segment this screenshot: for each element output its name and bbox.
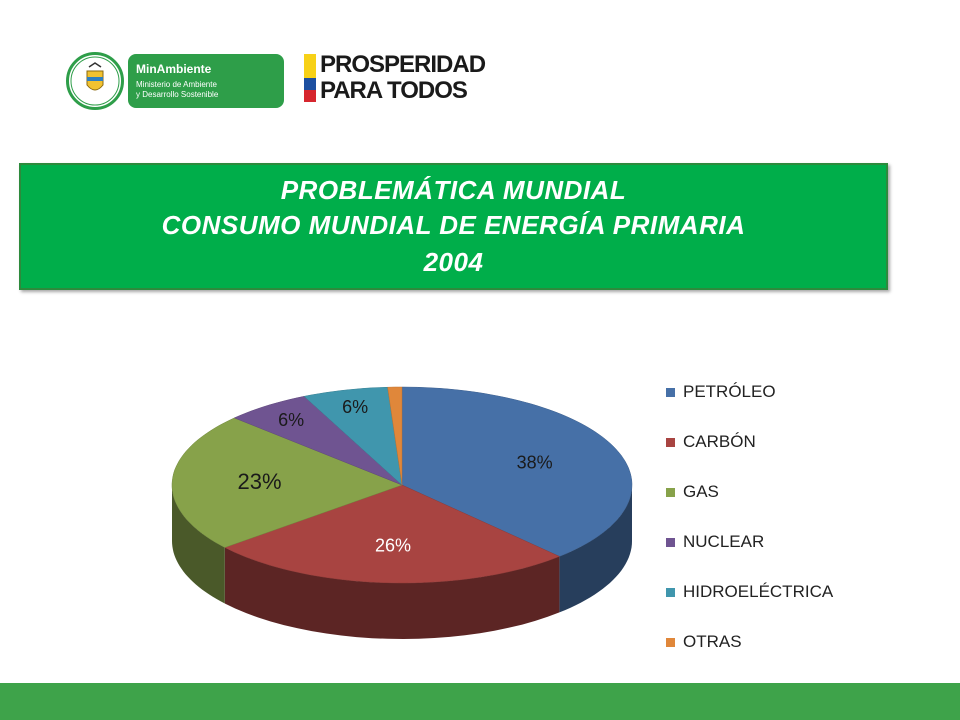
colombia-seal-logo — [66, 52, 124, 110]
slogan-line-1: PROSPERIDAD — [320, 51, 486, 78]
legend-item-gas: GAS — [666, 480, 719, 504]
legend-label: CARBÓN — [683, 432, 756, 451]
legend-item-otras: OTRAS — [666, 630, 742, 654]
colombia-flag-icon — [304, 54, 316, 102]
prosperidad-logo: PROSPERIDAD PARA TODOS — [320, 51, 486, 104]
data-label-nuclear: 6% — [278, 410, 304, 430]
legend-item-petróleo: PETRÓLEO — [666, 380, 776, 404]
title-banner: PROBLEMÁTICA MUNDIAL CONSUMO MUNDIAL DE … — [19, 163, 888, 290]
pie-slice-nuclear — [233, 396, 403, 486]
pie-side-carbón — [224, 547, 560, 639]
pie-slice-carbón — [224, 484, 561, 584]
legend-label: PETRÓLEO — [683, 382, 776, 401]
pie-slice-otras — [387, 386, 403, 486]
legend-label: OTRAS — [683, 632, 742, 651]
legend-swatch — [666, 587, 675, 597]
slogan-line-2: PARA TODOS — [320, 77, 468, 104]
title-line-1: PROBLEMÁTICA MUNDIAL — [280, 175, 627, 205]
legend-swatch — [666, 537, 675, 547]
data-label-gas: 23% — [237, 469, 281, 494]
legend-label: GAS — [683, 482, 719, 501]
title-line-3: 2004 — [423, 247, 484, 277]
legend-swatch — [666, 437, 675, 447]
legend-swatch — [666, 487, 675, 497]
legend-item-nuclear: NUCLEAR — [666, 530, 764, 554]
pie-slice-hidroeléctrica — [303, 386, 403, 486]
data-label-petróleo: 38% — [517, 453, 553, 473]
legend-swatch — [666, 637, 675, 647]
legend-swatch — [666, 387, 675, 397]
ministry-subtitle: Ministerio de Ambiente y Desarrollo Sost… — [136, 80, 276, 100]
pie-slice-petróleo — [401, 386, 633, 557]
pie-sides — [172, 485, 632, 639]
data-label-carbón: 26% — [375, 536, 411, 556]
title-line-2: CONSUMO MUNDIAL DE ENERGÍA PRIMARIA — [161, 210, 746, 240]
pie-side-gas — [172, 485, 225, 604]
header-logos: MinAmbiente Ministerio de Ambiente y Des… — [62, 50, 502, 112]
pie-slice-gas — [171, 417, 403, 548]
ministry-subtitle-line-1: Ministerio de Ambiente — [136, 80, 217, 89]
pie-top — [171, 386, 633, 584]
pie-labels: 38% 26% 23% 6% 6% — [237, 397, 552, 555]
legend-item-hidroeléctrica: HIDROELÉCTRICA — [666, 580, 833, 604]
pie-side-petróleo — [559, 485, 632, 613]
legend-item-carbón: CARBÓN — [666, 430, 756, 454]
ministry-name: MinAmbiente — [136, 62, 212, 76]
footer-bar — [0, 683, 960, 720]
pie-chart: 38% 26% 23% 6% 6% — [171, 386, 633, 639]
legend-label: NUCLEAR — [683, 532, 765, 551]
legend-label: HIDROELÉCTRICA — [683, 582, 834, 601]
ministry-subtitle-line-2: y Desarrollo Sostenible — [136, 90, 219, 99]
ministry-logo: MinAmbiente Ministerio de Ambiente y Des… — [128, 54, 284, 108]
data-label-hidroeléctrica: 6% — [342, 397, 368, 417]
